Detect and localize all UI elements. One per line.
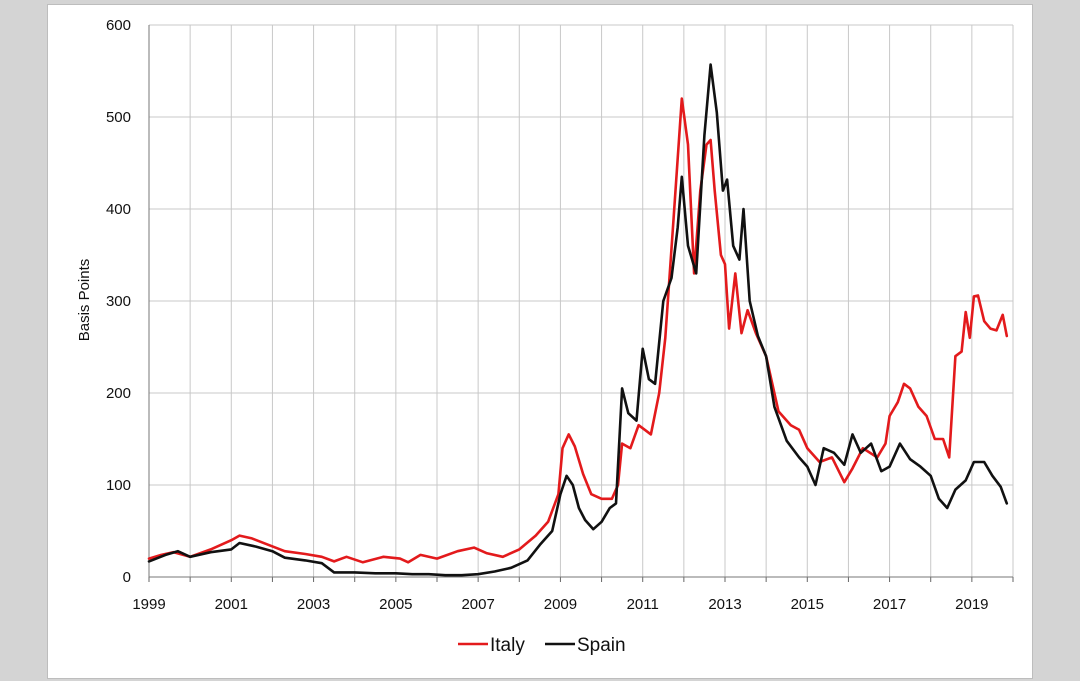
x-tick-label: 2019 [955, 596, 988, 613]
y-tick-label: 600 [106, 17, 131, 34]
series-lines [147, 63, 1009, 577]
legend-label-spain: Spain [577, 635, 626, 656]
x-tick-label: 2017 [873, 596, 906, 613]
y-tick-label: 300 [106, 293, 131, 310]
legend: Italy Spain [458, 635, 626, 656]
tick-labels: 0 100 200 300 400 500 600 1999 2001 2003 2005 2007 2… [106, 17, 989, 613]
x-tick-label: 2009 [544, 596, 577, 613]
axes [148, 25, 1014, 582]
x-tick-label: 2005 [379, 596, 412, 613]
y-tick-label: 200 [106, 385, 131, 402]
series-line-spain [147, 63, 1009, 577]
y-tick-label: 100 [106, 477, 131, 494]
x-tick-label: 2011 [627, 596, 659, 613]
legend-label-italy: Italy [490, 635, 525, 656]
x-tick-label: 2013 [708, 596, 741, 613]
x-tick-label: 1999 [132, 596, 165, 613]
y-tick-label: 400 [106, 201, 131, 218]
x-tick-label: 2015 [791, 596, 824, 613]
x-tick-label: 2007 [461, 596, 494, 613]
x-tick-label: 2003 [297, 596, 330, 613]
y-tick-label: 0 [123, 569, 131, 586]
grid-lines [149, 24, 1014, 577]
y-tick-label: 500 [106, 109, 131, 126]
y-axis-title: Basis Points [76, 259, 93, 342]
series-line-italy [147, 97, 1009, 564]
x-tick-label: 2001 [215, 596, 248, 613]
